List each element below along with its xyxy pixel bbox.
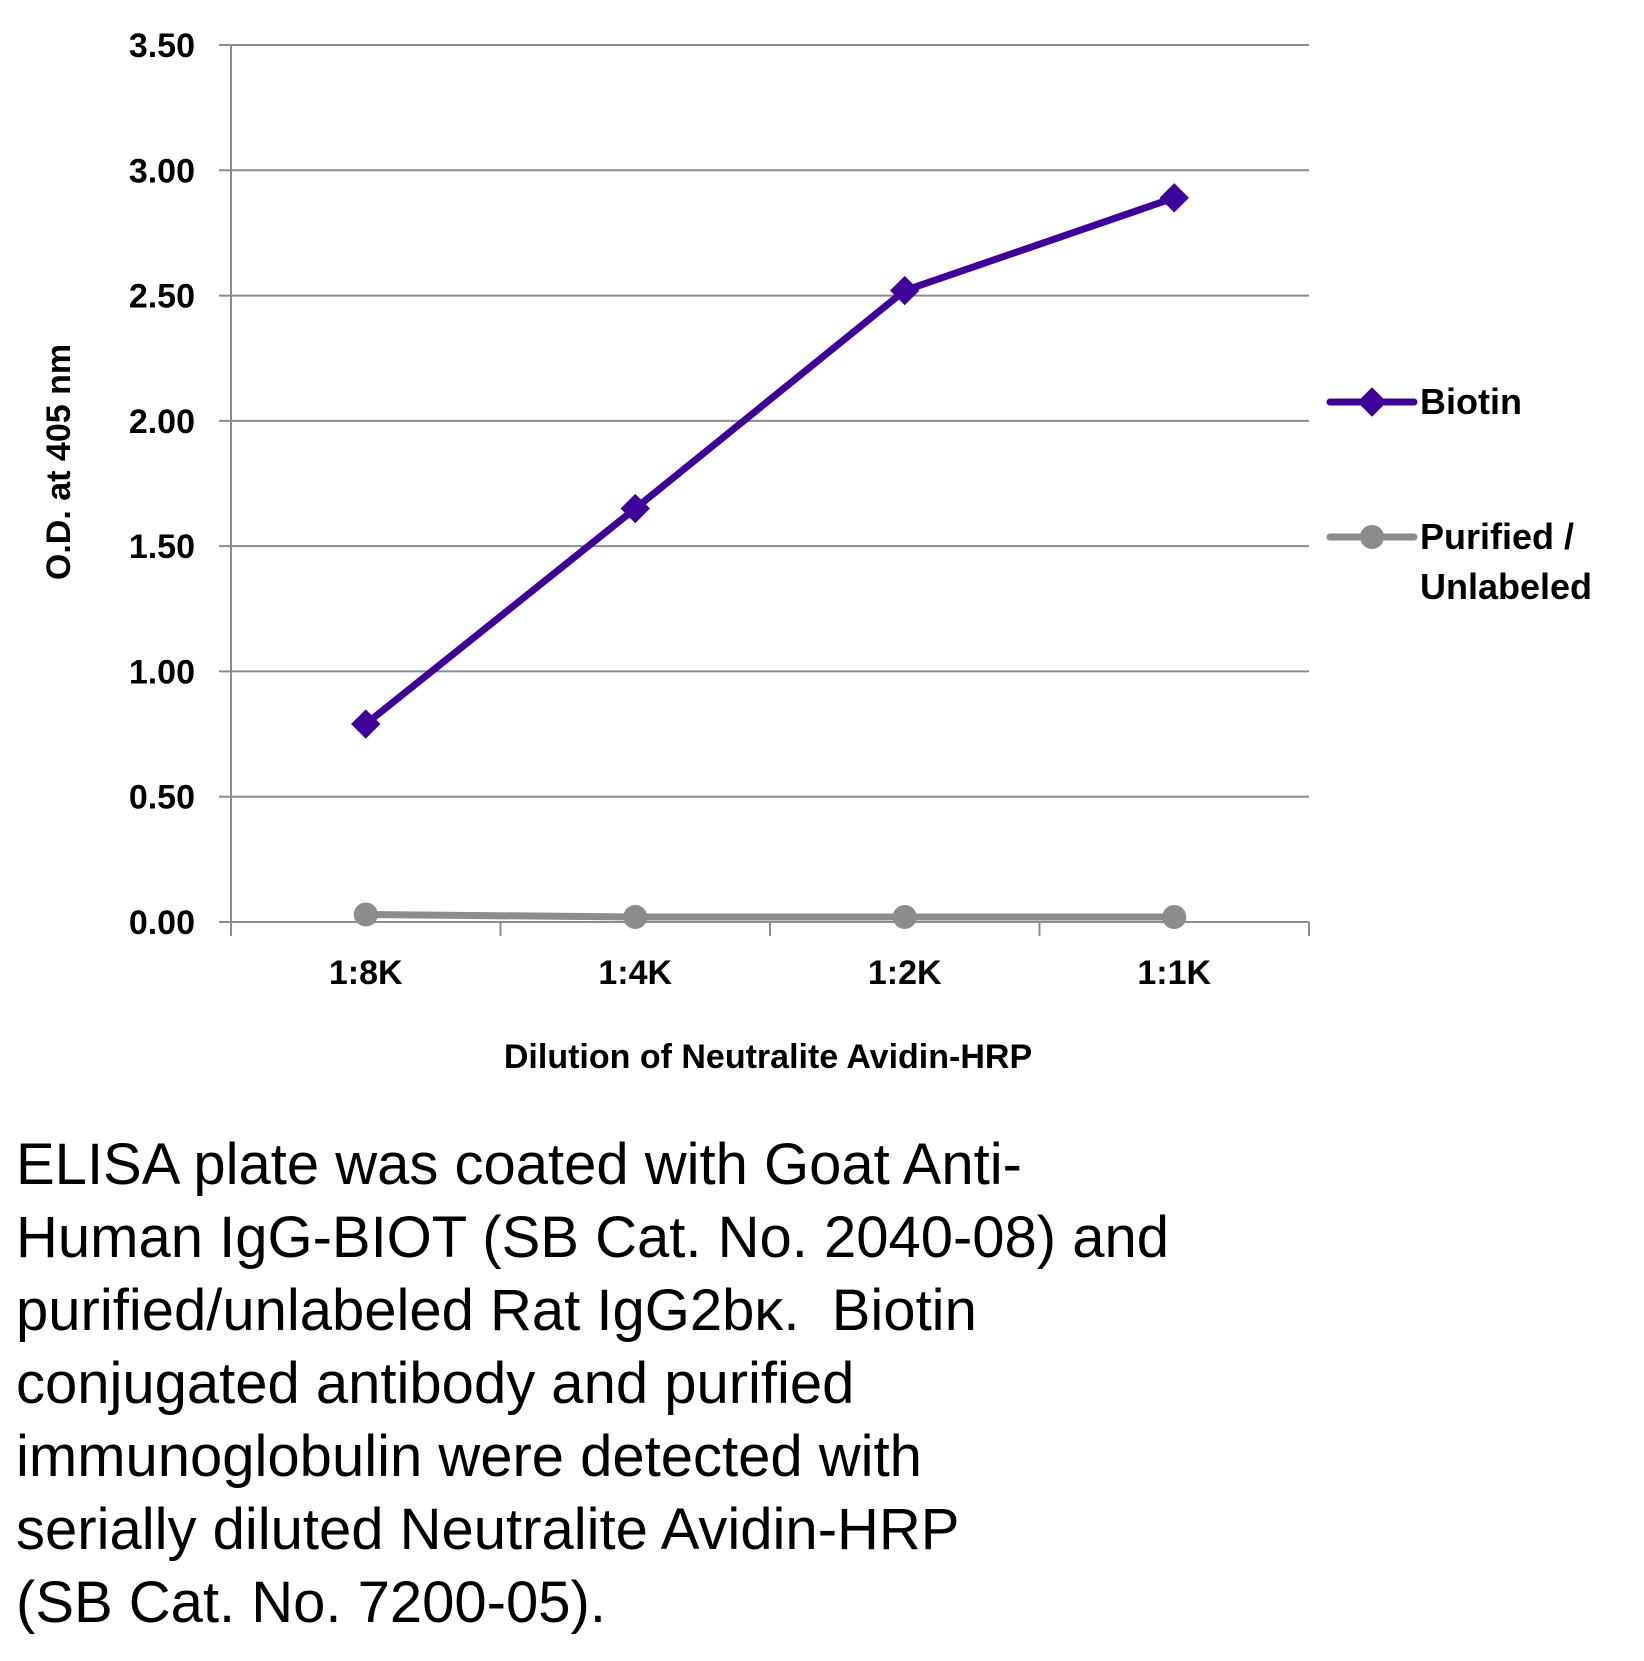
legend-label-line: Unlabeled bbox=[1420, 566, 1592, 607]
y-tick-label: 1.00 bbox=[129, 653, 195, 691]
legend: Biotin Purified / Unlabeled bbox=[1326, 381, 1592, 607]
data-point-diamond bbox=[1159, 183, 1189, 213]
x-axis-title: Dilution of Neutralite Avidin-HRP bbox=[504, 1038, 1032, 1076]
data-point-circle bbox=[353, 902, 378, 927]
gridlines bbox=[219, 44, 1309, 798]
legend-label: Biotin bbox=[1420, 381, 1522, 422]
caption-line: immunoglobulin were detected with bbox=[16, 1424, 922, 1489]
y-tick-label: 3.00 bbox=[129, 152, 195, 190]
y-tick-label: 3.50 bbox=[129, 27, 195, 65]
elisa-line-chart: 0.00 0.50 1.00 1.50 2.00 2.50 3.00 3.50 1:8K 1:4… bbox=[40, 27, 1592, 1076]
series-line bbox=[362, 910, 1178, 921]
data-point-diamond bbox=[890, 275, 920, 306]
x-tick-label: 1:8K bbox=[329, 954, 403, 992]
figure-caption: ELISA plate was coated with Goat Anti- H… bbox=[16, 1128, 1616, 1639]
data-point-diamond bbox=[620, 493, 650, 524]
data-point-circle bbox=[623, 904, 648, 929]
y-tick-label: 2.00 bbox=[129, 403, 195, 441]
caption-line: Human IgG-BIOT (SB Cat. No. 2040-08) and bbox=[16, 1205, 1170, 1270]
caption-line: ELISA plate was coated with Goat Anti- bbox=[16, 1132, 1022, 1197]
x-tick-label: 1:4K bbox=[598, 954, 672, 992]
data-series bbox=[351, 183, 1189, 929]
x-tick-label: 1:2K bbox=[868, 954, 942, 992]
legend-label-line: Biotin bbox=[1420, 381, 1522, 422]
legend-marker-diamond bbox=[1357, 387, 1387, 417]
y-tick-label: 1.50 bbox=[129, 528, 195, 566]
y-tick-labels: 0.00 0.50 1.00 1.50 2.00 2.50 3.00 3.50 bbox=[129, 27, 195, 942]
y-tick-label: 2.50 bbox=[129, 278, 195, 316]
caption-line: purified/unlabeled Rat IgG2bκ. Biotin bbox=[16, 1278, 977, 1343]
legend-label: Purified / Unlabeled bbox=[1420, 516, 1592, 607]
caption-line: conjugated antibody and purified bbox=[16, 1351, 855, 1416]
data-point-circle bbox=[1162, 904, 1187, 929]
data-point-diamond bbox=[351, 709, 381, 739]
y-axis-title: O.D. at 405 nm bbox=[40, 344, 78, 580]
x-tick-label: 1:1K bbox=[1137, 954, 1211, 992]
legend-label-line: Purified / bbox=[1420, 516, 1574, 557]
x-tick-labels: 1:8K 1:4K 1:2K 1:1K bbox=[329, 954, 1212, 992]
y-tick-label: 0.00 bbox=[129, 904, 195, 942]
caption-line: serially diluted Neutralite Avidin-HRP bbox=[16, 1497, 960, 1562]
y-tick-label: 0.50 bbox=[129, 779, 195, 817]
legend-marker-circle bbox=[1360, 525, 1384, 549]
caption-line: (SB Cat. No. 7200-05). bbox=[16, 1570, 606, 1635]
data-point-circle bbox=[892, 904, 917, 929]
series-line bbox=[362, 194, 1178, 728]
axes bbox=[219, 45, 1310, 936]
